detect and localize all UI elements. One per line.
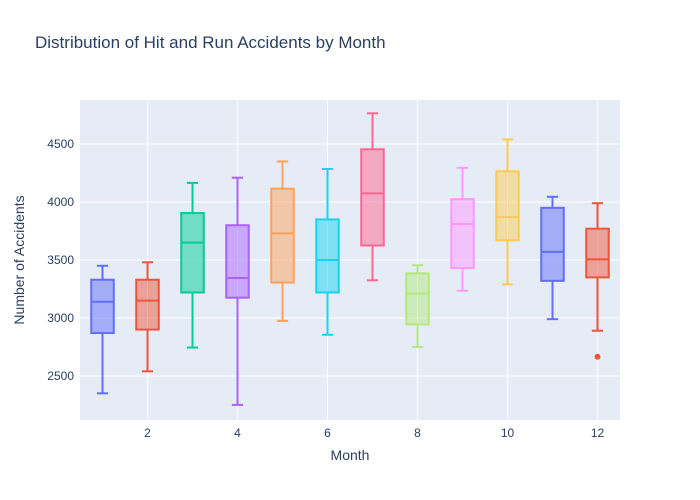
box-month-6[interactable] [315, 167, 340, 336]
iqr-box [90, 278, 115, 335]
y-tick-label: 2500 [47, 369, 74, 383]
iqr-box [225, 224, 250, 299]
box-month-7[interactable] [360, 112, 385, 282]
boxes-layer[interactable] [90, 112, 610, 406]
x-tick-label: 8 [414, 426, 421, 440]
outlier-point[interactable] [594, 353, 601, 360]
y-tick-label: 3500 [47, 253, 74, 267]
iqr-box [540, 206, 565, 282]
y-axis-title: Number of Accidents [11, 195, 27, 324]
iqr-box [450, 198, 475, 270]
iqr-box [585, 227, 610, 279]
box-month-10[interactable] [495, 138, 520, 286]
box-month-3[interactable] [180, 181, 205, 349]
x-tick-label: 10 [501, 426, 515, 440]
box-month-9[interactable] [450, 166, 475, 292]
iqr-box [270, 187, 295, 284]
iqr-box [360, 148, 385, 247]
box-month-5[interactable] [270, 160, 295, 322]
chart-title: Distribution of Hit and Run Accidents by… [35, 33, 386, 52]
iqr-box [180, 212, 205, 294]
box-month-2[interactable] [135, 261, 160, 373]
x-tick-label: 4 [234, 426, 241, 440]
x-tick-label: 6 [324, 426, 331, 440]
y-tick-label: 4500 [47, 137, 74, 151]
box-month-12[interactable] [585, 202, 610, 360]
iqr-box [315, 218, 340, 294]
x-tick-label: 2 [144, 426, 151, 440]
x-tick-labels: 2 4 6 8 10 12 [144, 426, 604, 440]
x-axis-title: Month [331, 447, 370, 463]
x-tick-label: 12 [591, 426, 605, 440]
box-month-4[interactable] [225, 176, 250, 406]
box-month-11[interactable] [540, 195, 565, 321]
y-tick-label: 3000 [47, 311, 74, 325]
box-month-8[interactable] [405, 264, 430, 348]
iqr-box [405, 272, 430, 326]
iqr-box [495, 170, 520, 242]
iqr-box [135, 278, 160, 331]
y-tick-label: 4000 [47, 195, 74, 209]
y-tick-labels: 2500 3000 3500 4000 4500 [47, 137, 74, 383]
box-month-1[interactable] [90, 264, 115, 395]
